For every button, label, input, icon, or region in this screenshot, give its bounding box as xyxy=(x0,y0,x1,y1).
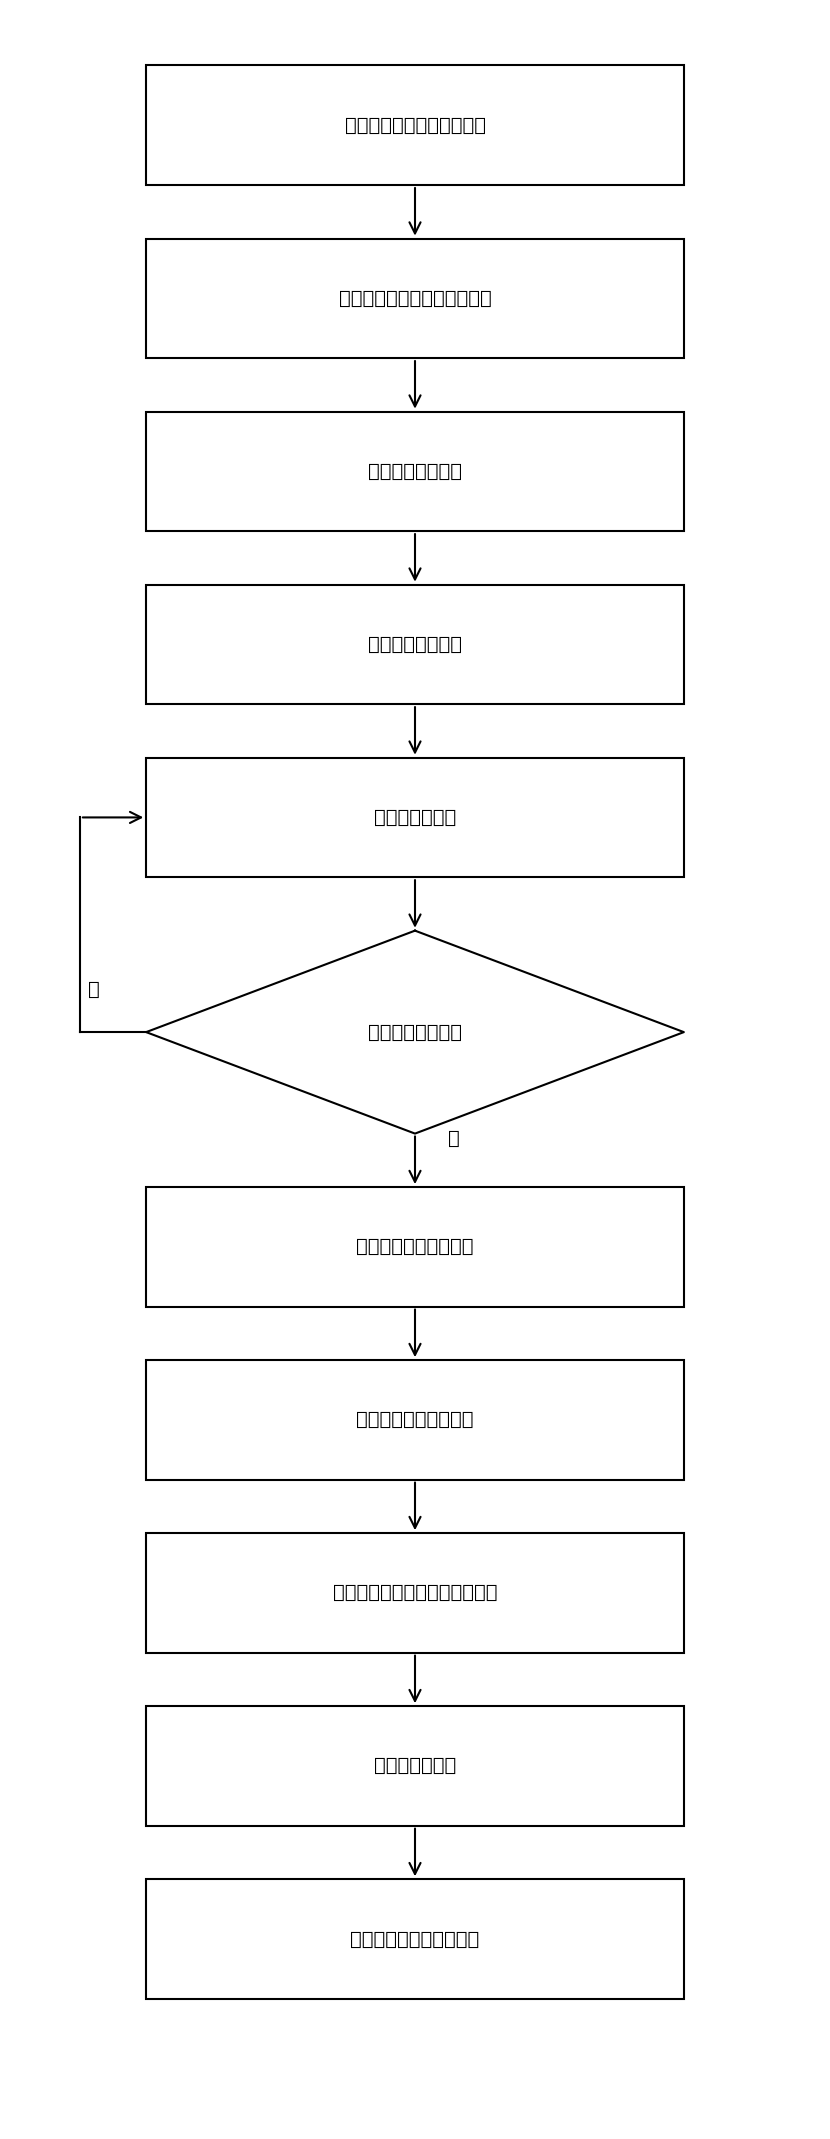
Text: 是: 是 xyxy=(448,1129,460,1149)
Polygon shape xyxy=(146,930,684,1134)
Text: 与发送数据相乘: 与发送数据相乘 xyxy=(374,1756,456,1775)
FancyBboxPatch shape xyxy=(146,757,684,877)
Text: 完成发送端波束赋形设计: 完成发送端波束赋形设计 xyxy=(350,1929,480,1949)
Text: 在基站侧获得信道估计矩阵: 在基站侧获得信道估计矩阵 xyxy=(344,116,486,135)
FancyBboxPatch shape xyxy=(146,1187,684,1307)
FancyBboxPatch shape xyxy=(146,66,684,186)
Text: 构造初步优化问题: 构造初步优化问题 xyxy=(368,462,462,481)
Text: 输出最优波束赋形向量: 输出最优波束赋形向量 xyxy=(356,1236,474,1256)
FancyBboxPatch shape xyxy=(146,1534,684,1653)
Text: 等效成凸优化问题: 等效成凸优化问题 xyxy=(368,635,462,655)
Text: 按最大值归一准则归一: 按最大值归一准则归一 xyxy=(356,1410,474,1429)
Text: 自相关得到信道空间相关矩阵: 自相关得到信道空间相关矩阵 xyxy=(339,289,491,308)
FancyBboxPatch shape xyxy=(146,584,684,704)
FancyBboxPatch shape xyxy=(146,1707,684,1827)
FancyBboxPatch shape xyxy=(146,411,684,530)
FancyBboxPatch shape xyxy=(146,1360,684,1480)
Text: 满足迭代停止条件: 满足迭代停止条件 xyxy=(368,1022,462,1042)
FancyBboxPatch shape xyxy=(146,240,684,357)
Text: 求解最优权向量: 求解最优权向量 xyxy=(374,809,456,828)
Text: 与垂直方向天线权值克罗内克积: 与垂直方向天线权值克罗内克积 xyxy=(333,1583,497,1602)
FancyBboxPatch shape xyxy=(146,1880,684,1998)
Text: 否: 否 xyxy=(88,980,100,999)
